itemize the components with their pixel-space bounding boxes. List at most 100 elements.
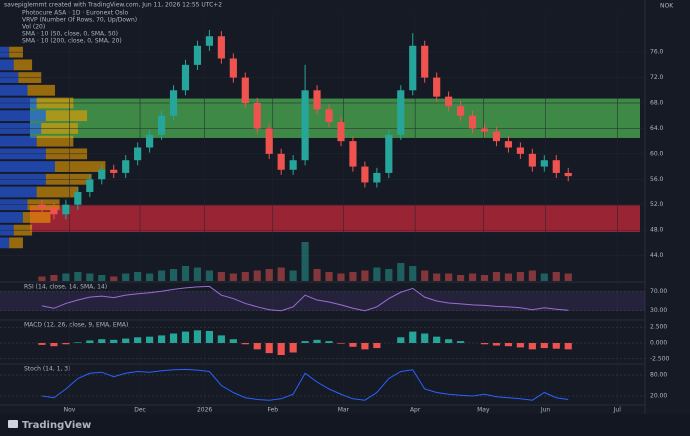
volume-bar bbox=[409, 266, 417, 281]
volume-bar bbox=[229, 273, 237, 281]
y-tick-label: 72.0 bbox=[650, 74, 664, 81]
volume-bar bbox=[193, 267, 202, 281]
macd-histogram bbox=[181, 331, 190, 343]
volume-bar bbox=[361, 270, 369, 281]
legend-item: Photocure ASA · 1D · Euronext Oslo bbox=[22, 10, 128, 17]
profile-down bbox=[45, 110, 88, 122]
candle-body bbox=[540, 160, 548, 167]
macd-histogram bbox=[397, 337, 405, 343]
volume-bar bbox=[349, 272, 357, 281]
candle-body bbox=[361, 166, 369, 183]
y-tick-label: 0.000 bbox=[650, 340, 667, 347]
candle-body bbox=[217, 36, 225, 59]
candle-body bbox=[74, 192, 82, 205]
candle-body bbox=[433, 77, 441, 97]
macd-histogram bbox=[528, 343, 536, 350]
volume-bar bbox=[74, 272, 82, 281]
header: savepiglemmt created with TradingView.co… bbox=[4, 2, 222, 9]
candle-body bbox=[38, 204, 46, 208]
macd-histogram bbox=[313, 339, 321, 343]
profile-up bbox=[0, 84, 28, 96]
profile-down bbox=[27, 84, 55, 96]
x-tick-label: Jul bbox=[613, 407, 622, 414]
profile-down bbox=[22, 212, 51, 223]
candle-body bbox=[110, 169, 118, 173]
rsi-title: RSI (14, close, 14, SMA, 14) bbox=[24, 284, 107, 291]
volume-bar bbox=[38, 276, 46, 281]
macd-histogram bbox=[253, 343, 261, 350]
macd-histogram bbox=[349, 343, 357, 347]
profile-up bbox=[0, 59, 14, 71]
candle-body bbox=[157, 115, 166, 135]
profile-down bbox=[36, 135, 74, 147]
volume-bar bbox=[146, 273, 154, 281]
x-tick-label: Feb bbox=[267, 407, 278, 414]
candle-body bbox=[337, 122, 345, 142]
x-tick-label: 2026 bbox=[197, 407, 212, 414]
volume-bar bbox=[217, 272, 225, 281]
legend-item: VRVP (Number Of Rows, 70, Up/Down) bbox=[22, 17, 137, 24]
volume-bar bbox=[385, 269, 393, 281]
y-tick-label: 52.0 bbox=[650, 201, 664, 208]
candle-body bbox=[397, 90, 405, 135]
volume-bar bbox=[540, 273, 548, 281]
candle-body bbox=[516, 147, 524, 154]
volume-bar bbox=[445, 273, 453, 281]
candle-body bbox=[325, 109, 333, 123]
macd-histogram bbox=[337, 343, 345, 344]
volume-bar bbox=[169, 269, 178, 281]
macd-histogram bbox=[38, 343, 46, 345]
footer bbox=[0, 414, 690, 436]
candle-body bbox=[193, 45, 202, 65]
profile-up bbox=[0, 110, 46, 122]
macd-histogram bbox=[301, 341, 309, 343]
macd-histogram bbox=[492, 343, 501, 346]
volume-bar bbox=[241, 272, 249, 281]
candle-body bbox=[265, 128, 273, 154]
macd-histogram bbox=[241, 343, 249, 345]
price-zone bbox=[30, 98, 640, 138]
volume-bar bbox=[122, 273, 130, 281]
candle-body bbox=[181, 64, 190, 91]
macd-histogram bbox=[169, 333, 178, 343]
macd-histogram bbox=[134, 337, 142, 343]
legend-item: SMA · 10 (50, close, 0, SMA, 50) bbox=[22, 31, 118, 38]
profile-down bbox=[9, 237, 23, 249]
volume-bar bbox=[265, 269, 273, 281]
macd-histogram bbox=[157, 335, 166, 343]
candle-body bbox=[229, 58, 237, 78]
candle-body bbox=[409, 45, 417, 91]
macd-histogram bbox=[564, 343, 572, 350]
x-tick-label: Nov bbox=[64, 407, 76, 414]
candle-body bbox=[205, 36, 213, 46]
macd-histogram bbox=[289, 343, 297, 353]
stoch-title: Stoch (14, 1, 3) bbox=[24, 366, 70, 373]
rsi-line bbox=[41, 285, 569, 312]
profile-up bbox=[0, 135, 37, 147]
volume-bar bbox=[504, 273, 513, 281]
macd-histogram bbox=[205, 330, 213, 343]
x-tick-label: May bbox=[477, 407, 490, 414]
macd-histogram bbox=[74, 342, 82, 343]
macd-histogram bbox=[480, 343, 489, 345]
macd-histogram bbox=[110, 339, 118, 343]
macd-histogram bbox=[325, 341, 333, 343]
profile-up bbox=[0, 212, 23, 223]
volume-bar bbox=[50, 275, 58, 281]
macd-histogram bbox=[98, 339, 106, 343]
macd-histogram bbox=[229, 339, 237, 343]
candle-body bbox=[253, 103, 261, 129]
macd-histogram bbox=[277, 343, 285, 356]
legend-item: SMA · 10 (200, close, 0, SMA, 20) bbox=[22, 38, 122, 45]
candle-body bbox=[504, 141, 513, 148]
volume-bar bbox=[480, 275, 489, 281]
volume-bar bbox=[62, 273, 70, 281]
volume-bar bbox=[253, 270, 261, 281]
profile-down bbox=[13, 59, 33, 71]
y-tick-label: 80.00 bbox=[650, 372, 667, 379]
profile-down bbox=[55, 161, 106, 172]
macd-histogram bbox=[122, 338, 130, 343]
macd-histogram bbox=[373, 343, 381, 349]
volume-bar bbox=[313, 269, 321, 281]
volume-bar bbox=[157, 270, 166, 281]
